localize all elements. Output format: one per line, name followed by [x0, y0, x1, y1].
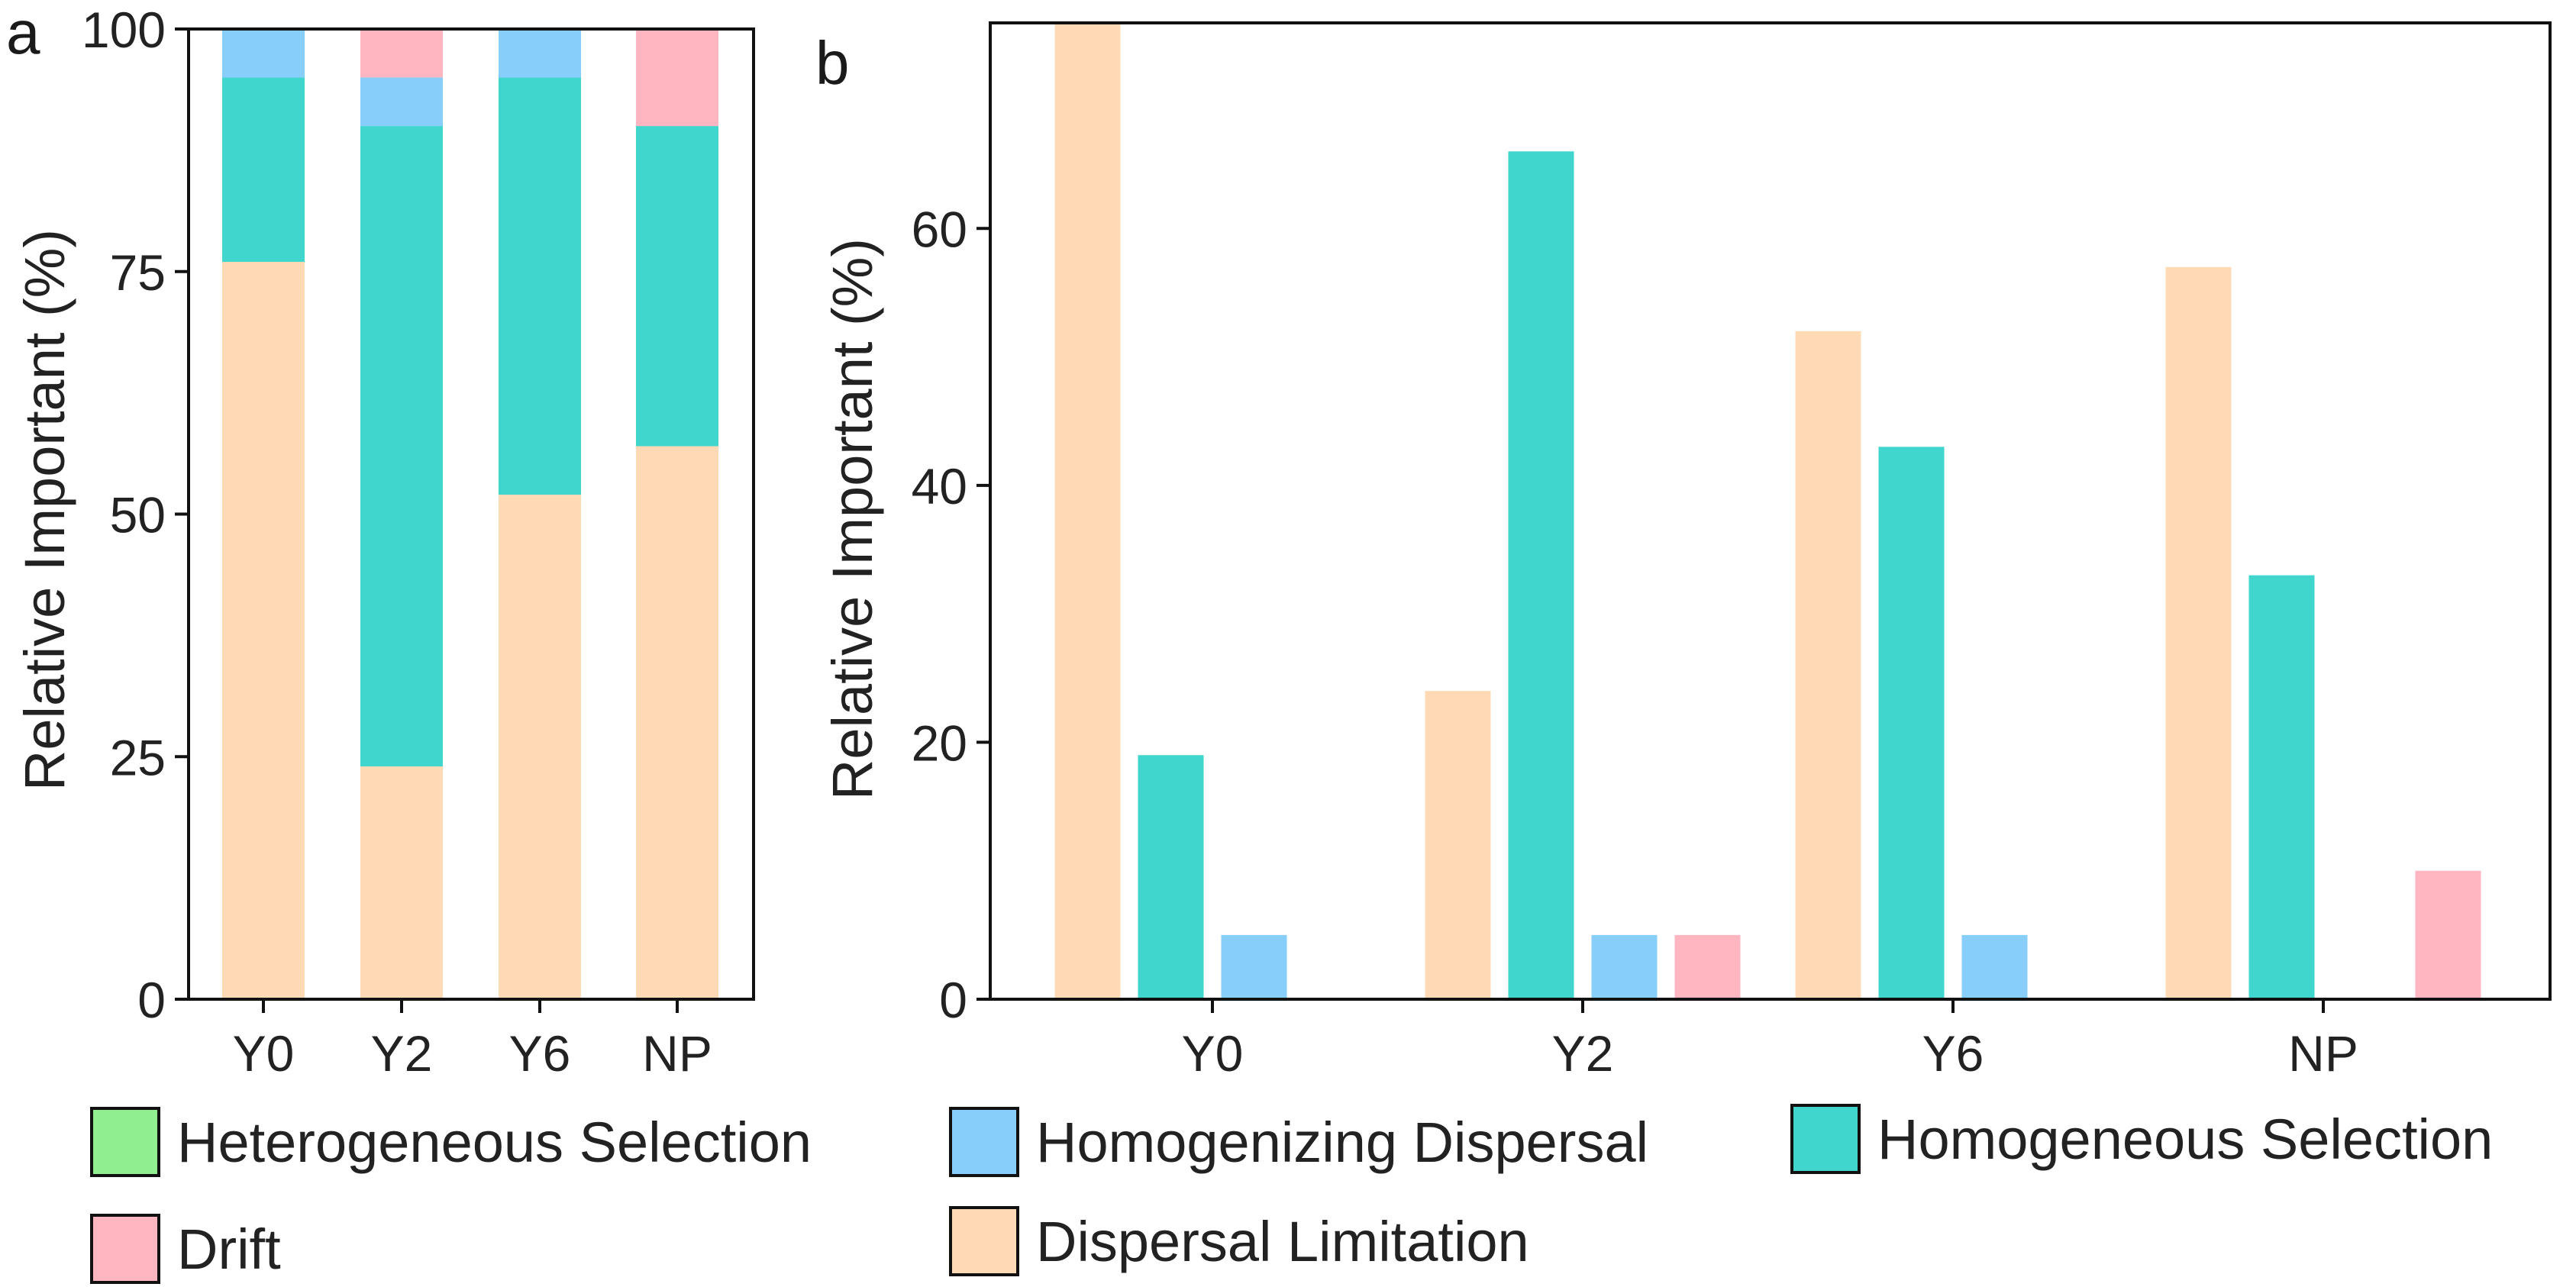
- bar-a-y6-dispersal-limitation: [499, 495, 581, 999]
- panel-b-ylabel: Relative Important (%): [821, 238, 884, 800]
- bar-b-y6-dispersal-limitation: [1795, 331, 1861, 999]
- panel-a-xtick-label: NP: [642, 1025, 712, 1082]
- bar-b-y2-dispersal-limitation: [1425, 691, 1491, 999]
- panel-b-xtick-label: NP: [2288, 1025, 2358, 1082]
- panel-a-xtick-label: Y6: [509, 1025, 571, 1082]
- panel-a-letter: a: [6, 0, 40, 66]
- bar-a-y0-dispersal-limitation: [222, 262, 305, 999]
- chart-panel-a: Relative Important (%) 0 25 50 75 100 Y0 Y2 Y6 N…: [13, 2, 755, 1082]
- legend-label-homogenizing-dispersal: Homogenizing Dispersal: [1036, 1111, 1648, 1174]
- bar-b-y6-homogeneous-selection: [1878, 447, 1945, 999]
- panel-b-xtick-label: Y6: [1922, 1025, 1984, 1082]
- legend-label-homogeneous-selection: Homogeneous Selection: [1877, 1108, 2493, 1171]
- bar-a-y2-drift: [360, 29, 443, 78]
- panel-a-xtick-label: Y0: [233, 1025, 295, 1082]
- panel-b-ytick-label: 60: [912, 201, 967, 257]
- bar-a-np-drift: [636, 29, 718, 127]
- legend-swatch-heterogeneous-selection: [90, 1107, 160, 1177]
- panel-b-xtick-label: Y0: [1182, 1025, 1244, 1082]
- panel-a-ytick-label: 0: [137, 972, 166, 1028]
- panel-a-ylabel: Relative Important (%): [13, 229, 76, 791]
- bar-b-np-homogeneous-selection: [2248, 575, 2315, 999]
- bar-a-y6-homogeneous-selection: [499, 77, 581, 495]
- panel-b-frame: [989, 21, 2552, 1001]
- bar-b-y0-homogenizing-dispersal: [1221, 934, 1287, 999]
- bar-a-y6-homogenizing-dispersal: [499, 29, 581, 78]
- legend-label-drift: Drift: [177, 1218, 281, 1281]
- panel-b-ytick-label: 0: [939, 972, 967, 1028]
- legend: Heterogeneous Selection Homogenizing Disp…: [90, 1104, 2493, 1284]
- bar-b-y2-homogeneous-selection: [1508, 151, 1574, 1000]
- bar-b-y2-homogenizing-dispersal: [1591, 934, 1658, 999]
- bar-a-y0-homogenizing-dispersal: [222, 29, 305, 78]
- bar-a-y0-homogeneous-selection: [222, 77, 305, 263]
- bar-b-y0-dispersal-limitation: [1054, 23, 1121, 999]
- bar-a-y2-homogeneous-selection: [360, 126, 443, 766]
- legend-swatch-dispersal-limitation: [949, 1206, 1019, 1276]
- legend-swatch-drift: [90, 1214, 160, 1284]
- legend-label-heterogeneous-selection: Heterogeneous Selection: [177, 1111, 812, 1174]
- panel-b-ytick-label: 40: [912, 458, 967, 514]
- legend-label-dispersal-limitation: Dispersal Limitation: [1036, 1210, 1529, 1273]
- panel-a-ytick-label: 100: [82, 2, 166, 58]
- panel-a-xtick-label: Y2: [371, 1025, 433, 1082]
- panel-a-ytick-label: 50: [110, 487, 166, 544]
- bar-a-y2-dispersal-limitation: [360, 766, 443, 999]
- chart-panel-b: Relative Important (%) 0 20 40 60 Y0 Y2 Y6 NP: [821, 21, 2552, 1082]
- bar-b-y2-drift: [1674, 934, 1741, 999]
- bar-b-y6-homogenizing-dispersal: [1961, 934, 2028, 999]
- bar-b-y0-homogeneous-selection: [1138, 755, 1204, 999]
- bar-a-y2-homogenizing-dispersal: [360, 77, 443, 127]
- bar-b-np-drift: [2415, 870, 2481, 999]
- panel-b-letter: b: [815, 29, 850, 97]
- panel-a-ytick-label: 25: [110, 729, 166, 785]
- legend-swatch-homogenizing-dispersal: [949, 1107, 1019, 1177]
- bar-a-np-homogeneous-selection: [636, 126, 718, 447]
- legend-swatch-homogeneous-selection: [1790, 1104, 1861, 1174]
- panel-b-xtick-label: Y2: [1552, 1025, 1614, 1082]
- bar-b-np-dispersal-limitation: [2165, 266, 2232, 999]
- bar-a-np-dispersal-limitation: [636, 446, 718, 999]
- panel-b-ytick-label: 20: [912, 714, 967, 771]
- panel-a-ytick-label: 75: [110, 244, 166, 301]
